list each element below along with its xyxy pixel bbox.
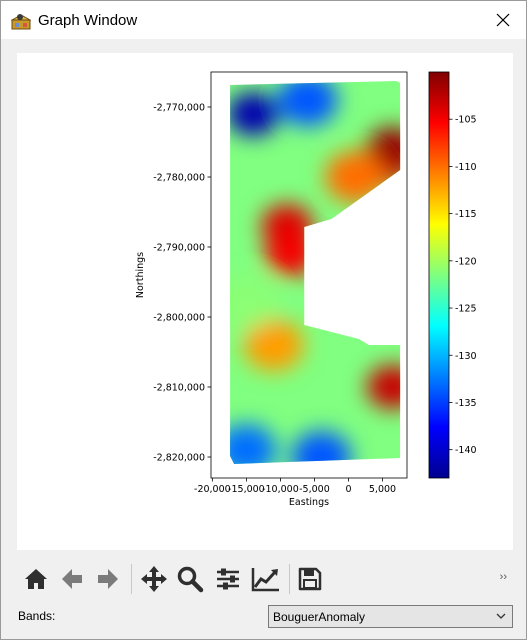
zoom-button[interactable] [175, 563, 205, 595]
plot-canvas[interactable]: -20,000 -15,000 -10,000 -5,000 0 5,000 -2,770… [17, 53, 513, 550]
heatmap-feature [325, 151, 386, 203]
y-axis-label: Northings [135, 252, 146, 298]
axes-frame [210, 71, 408, 479]
y-tick-label: -2,820,000 [153, 453, 205, 464]
heatmap-surface [230, 81, 401, 464]
anomaly-map-plot: -20,000-15,000-10,000 -5,000 0 5,000 -2,770… [135, 71, 477, 508]
customize-icon [251, 568, 279, 592]
x-axis-label: Eastings [289, 497, 329, 508]
close-icon [496, 13, 510, 27]
heatmap-feature [366, 127, 401, 171]
pan-icon [141, 566, 167, 592]
heatmap-feature [243, 319, 304, 371]
bands-dropdown[interactable]: BouguerAnomaly [268, 605, 513, 628]
heatmap-feature [291, 431, 352, 464]
heatmap-feature [230, 92, 280, 136]
y-axis: -2,770,000 -2,780,000 -2,790,000 -2,800,000… [153, 103, 211, 464]
zoom-icon [177, 566, 204, 593]
colorbar-tick-label: -125 [455, 304, 477, 315]
heatmap-feature [277, 81, 338, 126]
window-title: Graph Window [38, 12, 138, 29]
forward-button[interactable] [93, 563, 123, 595]
y-tick-label: -2,790,000 [153, 243, 205, 254]
y-tick-label: -2,770,000 [153, 103, 205, 114]
bands-selected-value: BouguerAnomaly [273, 610, 366, 624]
back-icon [62, 569, 82, 589]
toolbar-separator [131, 564, 132, 594]
heatmap-feature [264, 232, 317, 276]
app-icon [11, 14, 31, 30]
colorbar-tick-label: -115 [455, 209, 477, 220]
y-tick-label: -2,780,000 [153, 173, 205, 184]
colorbar [428, 71, 450, 479]
colorbar-tick-label: -135 [455, 398, 477, 409]
y-tick-label: -2,810,000 [153, 383, 205, 394]
navigation-toolbar: ›› [17, 559, 513, 599]
save-button[interactable] [295, 563, 325, 595]
heatmap-feature [230, 424, 277, 464]
x-tick-label: -15,000 [228, 484, 265, 495]
save-icon [298, 567, 322, 591]
x-axis: -20,000-15,000-10,000 -5,000 0 5,000 [194, 478, 396, 495]
heatmap-feature [230, 277, 277, 329]
colorbar-tick-label: -105 [455, 115, 477, 126]
toolbar-overflow-button[interactable]: ›› [499, 571, 507, 583]
y-tick-label: -2,800,000 [153, 313, 205, 324]
toolbar-separator [289, 564, 290, 594]
subplots-button[interactable] [213, 563, 243, 595]
heatmap-feature [366, 365, 401, 409]
bands-label: Bands: [18, 609, 56, 623]
colorbar-tick-label: -130 [455, 351, 477, 362]
title-bar: Graph Window [1, 1, 526, 39]
x-tick-label: 5,000 [369, 484, 396, 495]
x-tick-label: 0 [345, 484, 351, 495]
forward-icon [98, 569, 118, 589]
x-tick-label: -20,000 [194, 484, 231, 495]
home-icon [25, 569, 47, 589]
colorbar-tick-label: -110 [455, 162, 477, 173]
customize-button[interactable] [251, 563, 281, 595]
chevron-down-icon [496, 613, 506, 619]
subplots-icon [217, 568, 239, 590]
back-button[interactable] [57, 563, 87, 595]
pan-button[interactable] [139, 563, 169, 595]
home-button[interactable] [21, 563, 51, 595]
x-tick-label: -10,000 [262, 484, 299, 495]
colorbar-tick-label: -140 [455, 445, 477, 456]
close-button[interactable] [480, 1, 526, 39]
colorbar-tick-label: -120 [455, 256, 477, 267]
x-tick-label: -5,000 [299, 484, 330, 495]
colorbar-ticks: -105 -110 -115 -120 -125 -130 -135 -140 [449, 115, 477, 456]
